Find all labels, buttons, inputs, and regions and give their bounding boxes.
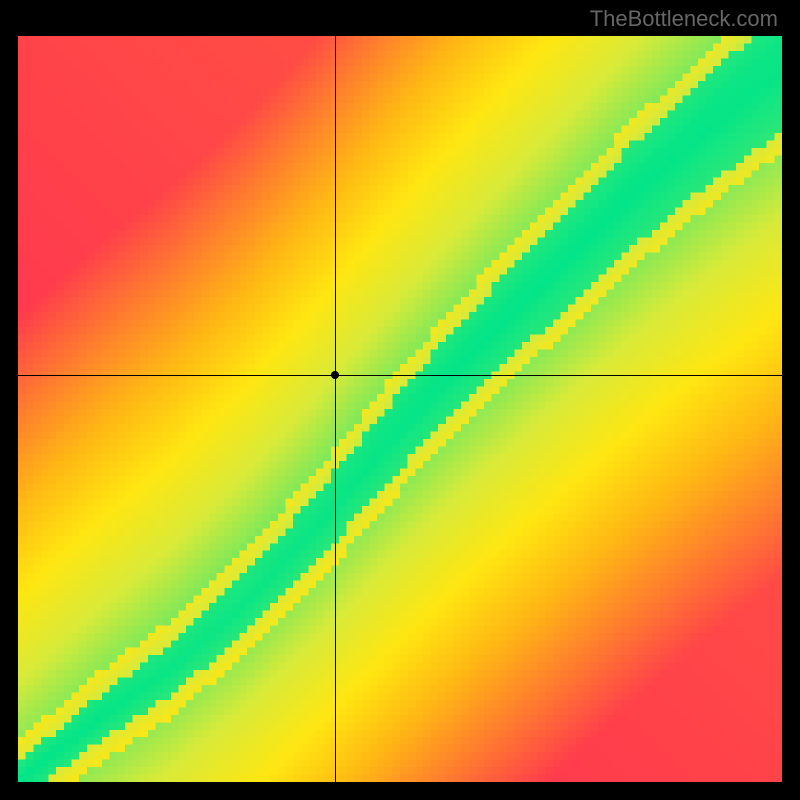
heatmap-plot: [18, 36, 782, 782]
crosshair-horizontal: [18, 375, 782, 376]
attribution-text: TheBottleneck.com: [590, 6, 778, 32]
crosshair-vertical: [335, 36, 336, 782]
marker-dot: [331, 371, 339, 379]
heatmap-canvas: [18, 36, 782, 782]
